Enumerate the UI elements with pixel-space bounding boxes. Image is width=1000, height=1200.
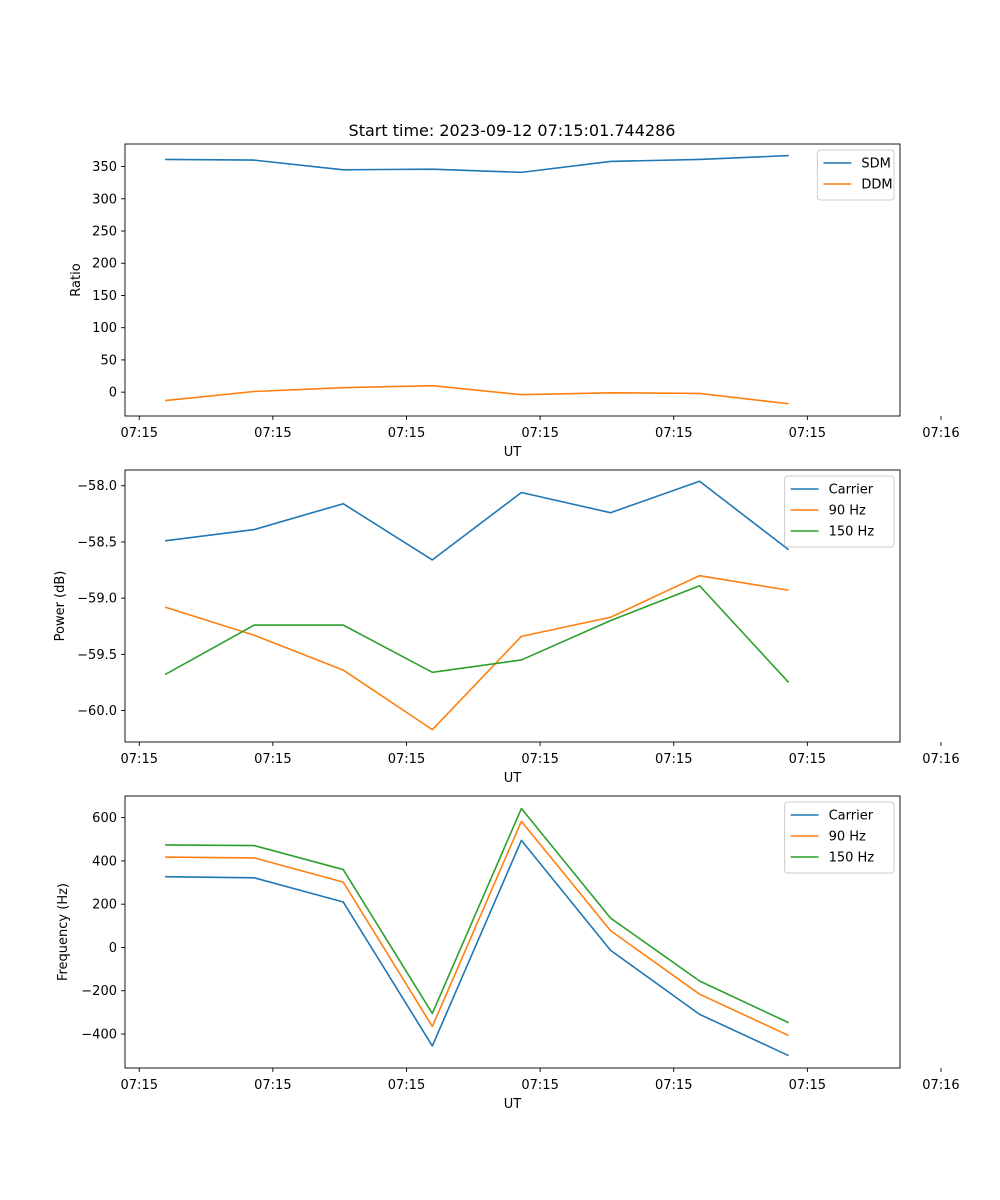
y-tick-label: −60.0 [77, 704, 117, 719]
series-line-150-hz [165, 807, 789, 1024]
x-tick-label: 07:15 [789, 1078, 826, 1093]
series-line-sdm [165, 154, 789, 174]
x-tick-label: 07:15 [789, 752, 826, 767]
y-axis-label: Power (dB) [53, 571, 68, 642]
y-tick-label: 400 [92, 854, 117, 869]
x-tick-label: 07:15 [388, 426, 425, 441]
y-tick-label: 0 [109, 386, 117, 401]
y-axis-label: Frequency (Hz) [56, 883, 71, 981]
y-tick-label: −58.5 [77, 535, 117, 550]
series-line-ddm [165, 384, 789, 405]
y-tick-label: 0 [109, 941, 117, 956]
x-tick-label: 07:15 [254, 1078, 291, 1093]
subplot-2: 07:15 07:15 07:15 07:15 07:15 07:15 07:16 −60.0… [53, 469, 960, 786]
x-tick-label: 07:15 [655, 1078, 692, 1093]
legend: Carrier 90 Hz 150 Hz [784, 801, 895, 874]
series-line-carrier [165, 839, 789, 1057]
x-tick-label: 07:15 [388, 752, 425, 767]
y-tick-label: −59.0 [77, 592, 117, 607]
legend-label: 150 Hz [829, 525, 875, 540]
subplots: 07:15 07:15 07:15 07:15 07:15 07:15 07:16 0 50 10… [53, 143, 960, 1112]
legend-box [784, 475, 895, 548]
x-tick-label: 07:15 [655, 752, 692, 767]
subplot-1: 07:15 07:15 07:15 07:15 07:15 07:15 07:16 0 50 10… [69, 143, 960, 460]
y-tick-label: 100 [92, 321, 117, 336]
x-tick-label: 07:16 [922, 1078, 959, 1093]
axes-frame [124, 143, 901, 417]
y-tick-label: 350 [92, 160, 117, 175]
legend-label: Carrier [829, 809, 874, 824]
legend: SDM DDM [816, 149, 895, 201]
y-tick-label: 600 [92, 811, 117, 826]
legend-label: 90 Hz [829, 504, 866, 519]
x-tick-label: 07:15 [254, 426, 291, 441]
y-tick-label: 50 [100, 353, 117, 368]
x-axis-label: UT [504, 445, 522, 460]
x-tick-label: 07:15 [655, 426, 692, 441]
figure-title: Start time: 2023-09-12 07:15:01.744286 [349, 121, 676, 140]
series-line-90-hz [165, 820, 789, 1037]
x-tick-label: 07:15 [388, 1078, 425, 1093]
y-tick-label: −59.5 [77, 648, 117, 663]
y-tick-label: −58.0 [77, 479, 117, 494]
y-tick-label: 250 [92, 225, 117, 240]
x-tick-label: 07:15 [521, 752, 558, 767]
y-tick-label: 200 [92, 898, 117, 913]
legend: Carrier 90 Hz 150 Hz [784, 475, 895, 548]
y-axis-label: Ratio [69, 263, 84, 296]
x-tick-label: 07:15 [521, 1078, 558, 1093]
series-line-90-hz [164, 574, 789, 731]
x-axis-label: UT [504, 1097, 522, 1112]
x-tick-label: 07:15 [121, 426, 158, 441]
series-line-150-hz [164, 584, 790, 683]
y-tick-label: −200 [81, 984, 117, 999]
x-tick-label: 07:16 [922, 752, 959, 767]
axes-frame [124, 469, 901, 743]
legend-box [784, 801, 895, 874]
y-tick-label: 200 [92, 257, 117, 272]
x-tick-label: 07:15 [121, 1078, 158, 1093]
x-tick-label: 07:15 [789, 426, 826, 441]
y-tick-label: 300 [92, 192, 117, 207]
y-tick-label: 150 [92, 289, 117, 304]
legend-label: 90 Hz [829, 830, 866, 845]
y-tick-label: −400 [81, 1028, 117, 1043]
x-tick-label: 07:15 [254, 752, 291, 767]
legend-label: SDM [861, 157, 890, 172]
x-tick-label: 07:15 [121, 752, 158, 767]
series-line-carrier [164, 480, 790, 561]
x-tick-label: 07:16 [922, 426, 959, 441]
x-axis-label: UT [504, 771, 522, 786]
x-tick-label: 07:15 [521, 426, 558, 441]
legend-label: DDM [861, 178, 892, 193]
legend-label: 150 Hz [829, 851, 875, 866]
subplot-3: 07:15 07:15 07:15 07:15 07:15 07:15 07:16 −400 −… [56, 795, 960, 1112]
axes-frame [124, 795, 901, 1069]
legend-label: Carrier [829, 483, 874, 498]
